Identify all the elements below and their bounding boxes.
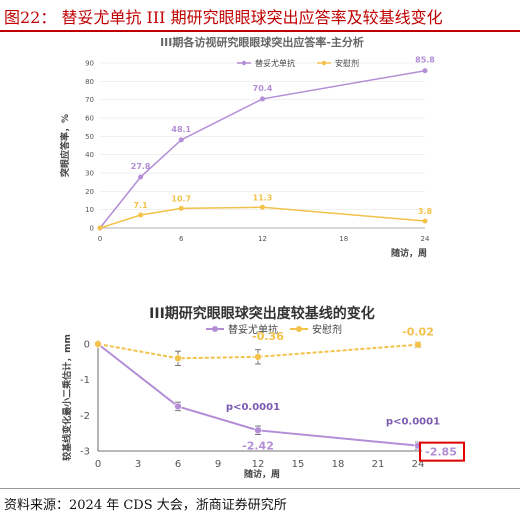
chart2-x-tick-label: 24 (412, 459, 425, 470)
chart1-data-point (260, 96, 265, 102)
chart1-x-tick-label: 24 (421, 235, 430, 243)
figure-title: 图22： 替妥尤单抗 III 期研究眼眼球突出应答率及较基线变化 (4, 8, 443, 27)
chart2-y-tick-label: -3 (80, 447, 90, 458)
chart1-data-label: 85.8 (415, 56, 435, 65)
chart1-legend-entry: 安慰剂 (335, 58, 359, 68)
chart2-legend-marker (212, 326, 218, 332)
chart2-p-value-annotation: p<0.0001 (226, 402, 280, 413)
chart2-data-point (174, 402, 182, 411)
chart1-data-label: 27.8 (131, 162, 151, 171)
chart2-x-tick-label: 0 (95, 459, 101, 470)
chart1-x-axis-label: 随访，周 (391, 247, 427, 259)
chart1-y-tick-label: 80 (85, 78, 94, 86)
chart2-x-tick-label: 18 (332, 459, 345, 470)
chart1-data-point (422, 68, 428, 74)
chart1-data-label: 48.1 (171, 125, 191, 134)
chart2-data-point (254, 426, 262, 435)
chart2-p-value-annotation: p<0.0001 (386, 416, 440, 427)
chart1-x-tick-label: 6 (179, 235, 184, 243)
chart1-x-tick-label: 18 (339, 235, 348, 243)
chart2-data-point (254, 353, 262, 361)
chart1-series-line (99, 69, 426, 229)
chart2-x-tick-label: 15 (292, 459, 305, 470)
chart2-data-label: -2.42 (242, 439, 274, 452)
chart2-title: III期研究眼眼球突出度较基线的变化 (149, 305, 375, 322)
chart2-x-tick-label: 9 (215, 459, 221, 470)
chart2-series-line (97, 343, 419, 360)
chart2-legend-entry: 替妥尤单抗 (228, 323, 278, 336)
chart1-y-tick-label: 10 (85, 206, 94, 214)
chart2-data-label: -0.36 (252, 330, 284, 343)
chart1-x-tick-label: 12 (258, 235, 267, 243)
chart2-y-tick-label: -2 (80, 411, 90, 422)
chart2-series-line (97, 343, 419, 447)
chart2-data-label: -0.02 (402, 326, 434, 339)
chart2-y-tick-label: -1 (80, 375, 90, 386)
chart2-x-tick-label: 12 (252, 459, 265, 470)
chart1-data-label: 70.4 (253, 84, 273, 93)
chart1-data-point (260, 204, 265, 210)
chart2-data-point (94, 340, 102, 348)
chart2-data-point (414, 340, 422, 349)
source-note: 资料来源：2024 年 CDS 大会，浙商证券研究所 (4, 498, 287, 513)
chart2-x-tick-label: 3 (135, 459, 141, 470)
chart2-data-point (174, 354, 182, 363)
chart1-legend-entry: 替妥尤单抗 (255, 58, 295, 68)
chart1-data-label: 3.8 (418, 207, 433, 216)
chart1-y-tick-label: 70 (85, 96, 94, 104)
chart2-x-tick-label: 21 (372, 459, 385, 470)
chart1-legend-marker (321, 60, 327, 66)
chart1-data-point (138, 212, 144, 218)
chart1-data-label: 7.1 (134, 201, 149, 210)
chart1-data-point (178, 137, 184, 143)
chart1-y-tick-label: 40 (85, 151, 94, 159)
chart1-legend-marker (241, 60, 247, 66)
chart2-x-tick-label: 6 (175, 459, 181, 470)
chart2-legend-entry: 安慰剂 (312, 323, 342, 336)
chart1-y-tick-label: 90 (85, 60, 94, 68)
chart1-series-line (99, 206, 426, 229)
chart1-data-label: 11.3 (253, 193, 273, 202)
source-rule (0, 488, 520, 489)
chart1-data-point (422, 218, 428, 224)
chart1-data-label: 10.7 (171, 194, 191, 203)
chart1-y-axis-label: 突眼应答率，% (59, 114, 71, 177)
chart2-y-tick-label: 0 (84, 340, 90, 351)
chart1-y-tick-label: 60 (85, 115, 94, 123)
chart2-highlight-box (419, 441, 465, 462)
chart1-x-tick-label: 0 (98, 235, 102, 243)
chart1-y-tick-label: 0 (90, 225, 94, 233)
title-rule (0, 30, 520, 32)
chart1-title: III期各访视研究眼眼球突出应答率-主分析 (160, 35, 364, 49)
chart2-y-axis-label: 较基线变化最小二乘估计，mm (61, 334, 73, 461)
chart1-y-tick-label: 30 (85, 170, 94, 178)
chart1-data-point (178, 205, 184, 211)
chart1-y-tick-label: 50 (85, 133, 94, 141)
chart1-y-tick-label: 20 (85, 188, 94, 196)
chart2-legend-marker (296, 326, 302, 332)
chart1-data-point (97, 225, 103, 231)
chart2-data-label: -2.85 (425, 446, 457, 459)
chart2-x-axis-label: 随访，周 (244, 468, 280, 480)
chart1-data-point (138, 174, 144, 180)
